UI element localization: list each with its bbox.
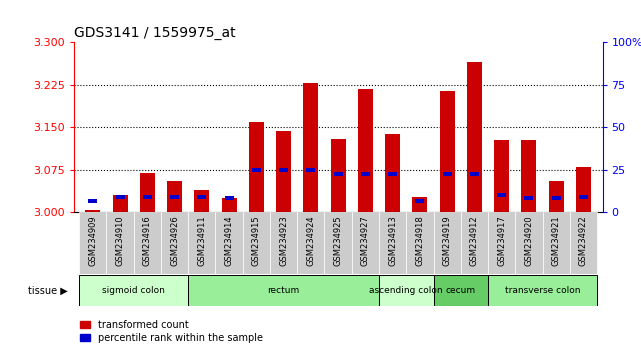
- Bar: [224, 196, 233, 200]
- FancyBboxPatch shape: [379, 212, 406, 274]
- Bar: [222, 198, 237, 212]
- Bar: [333, 172, 343, 176]
- FancyBboxPatch shape: [461, 212, 488, 274]
- Bar: [170, 195, 179, 199]
- Bar: [85, 210, 100, 212]
- Bar: [388, 172, 397, 176]
- FancyBboxPatch shape: [79, 275, 188, 306]
- FancyBboxPatch shape: [515, 212, 542, 274]
- Bar: [88, 199, 97, 203]
- Text: ascending colon: ascending colon: [369, 286, 443, 295]
- Bar: [470, 172, 479, 176]
- Bar: [385, 134, 400, 212]
- Bar: [249, 122, 264, 212]
- Bar: [521, 140, 537, 212]
- Bar: [143, 195, 152, 199]
- Text: GSM234921: GSM234921: [552, 216, 561, 266]
- Text: GSM234925: GSM234925: [333, 216, 343, 266]
- Bar: [579, 195, 588, 199]
- FancyBboxPatch shape: [134, 212, 161, 274]
- Text: GSM234910: GSM234910: [115, 216, 124, 266]
- FancyBboxPatch shape: [433, 275, 488, 306]
- Bar: [467, 62, 482, 212]
- Bar: [140, 173, 155, 212]
- Bar: [440, 91, 454, 212]
- Text: cecum: cecum: [445, 286, 476, 295]
- Text: rectum: rectum: [267, 286, 300, 295]
- Text: tissue ▶: tissue ▶: [28, 285, 67, 295]
- Bar: [494, 140, 509, 212]
- Text: GSM234926: GSM234926: [170, 216, 179, 266]
- Bar: [167, 181, 182, 212]
- Bar: [113, 195, 128, 212]
- Text: GSM234914: GSM234914: [224, 216, 233, 266]
- Text: GSM234918: GSM234918: [415, 216, 424, 266]
- Text: GSM234911: GSM234911: [197, 216, 206, 266]
- FancyBboxPatch shape: [352, 212, 379, 274]
- FancyBboxPatch shape: [324, 212, 352, 274]
- Text: GSM234915: GSM234915: [252, 216, 261, 266]
- Bar: [276, 131, 291, 212]
- FancyBboxPatch shape: [188, 212, 215, 274]
- Bar: [331, 139, 345, 212]
- Bar: [303, 83, 319, 212]
- Text: GSM234922: GSM234922: [579, 216, 588, 266]
- Bar: [524, 196, 533, 200]
- FancyBboxPatch shape: [542, 212, 570, 274]
- FancyBboxPatch shape: [488, 275, 597, 306]
- Text: GSM234919: GSM234919: [443, 216, 452, 266]
- Bar: [415, 199, 424, 203]
- Text: GSM234923: GSM234923: [279, 216, 288, 266]
- Text: GSM234924: GSM234924: [306, 216, 315, 266]
- Text: GSM234913: GSM234913: [388, 216, 397, 266]
- Bar: [358, 90, 373, 212]
- Text: sigmoid colon: sigmoid colon: [103, 286, 165, 295]
- Bar: [549, 181, 563, 212]
- Bar: [279, 168, 288, 172]
- Bar: [194, 190, 210, 212]
- Bar: [443, 172, 452, 176]
- FancyBboxPatch shape: [488, 212, 515, 274]
- FancyBboxPatch shape: [79, 212, 106, 274]
- Text: GSM234917: GSM234917: [497, 216, 506, 266]
- Text: transverse colon: transverse colon: [505, 286, 580, 295]
- Bar: [552, 196, 561, 200]
- Text: GSM234927: GSM234927: [361, 216, 370, 266]
- Bar: [252, 168, 261, 172]
- Bar: [115, 195, 124, 199]
- Bar: [412, 196, 428, 212]
- FancyBboxPatch shape: [406, 212, 433, 274]
- FancyBboxPatch shape: [379, 275, 433, 306]
- Bar: [576, 167, 591, 212]
- FancyBboxPatch shape: [297, 212, 324, 274]
- Legend: transformed count, percentile rank within the sample: transformed count, percentile rank withi…: [76, 316, 267, 347]
- Bar: [497, 193, 506, 198]
- FancyBboxPatch shape: [188, 275, 379, 306]
- Bar: [197, 195, 206, 199]
- FancyBboxPatch shape: [215, 212, 243, 274]
- FancyBboxPatch shape: [433, 212, 461, 274]
- FancyBboxPatch shape: [106, 212, 134, 274]
- FancyBboxPatch shape: [243, 212, 270, 274]
- Text: GSM234920: GSM234920: [524, 216, 533, 266]
- FancyBboxPatch shape: [570, 212, 597, 274]
- Text: GSM234912: GSM234912: [470, 216, 479, 266]
- FancyBboxPatch shape: [270, 212, 297, 274]
- FancyBboxPatch shape: [161, 212, 188, 274]
- Bar: [361, 172, 370, 176]
- Text: GSM234916: GSM234916: [143, 216, 152, 266]
- Bar: [306, 168, 315, 172]
- Text: GSM234909: GSM234909: [88, 216, 97, 266]
- Text: GDS3141 / 1559975_at: GDS3141 / 1559975_at: [74, 26, 235, 40]
